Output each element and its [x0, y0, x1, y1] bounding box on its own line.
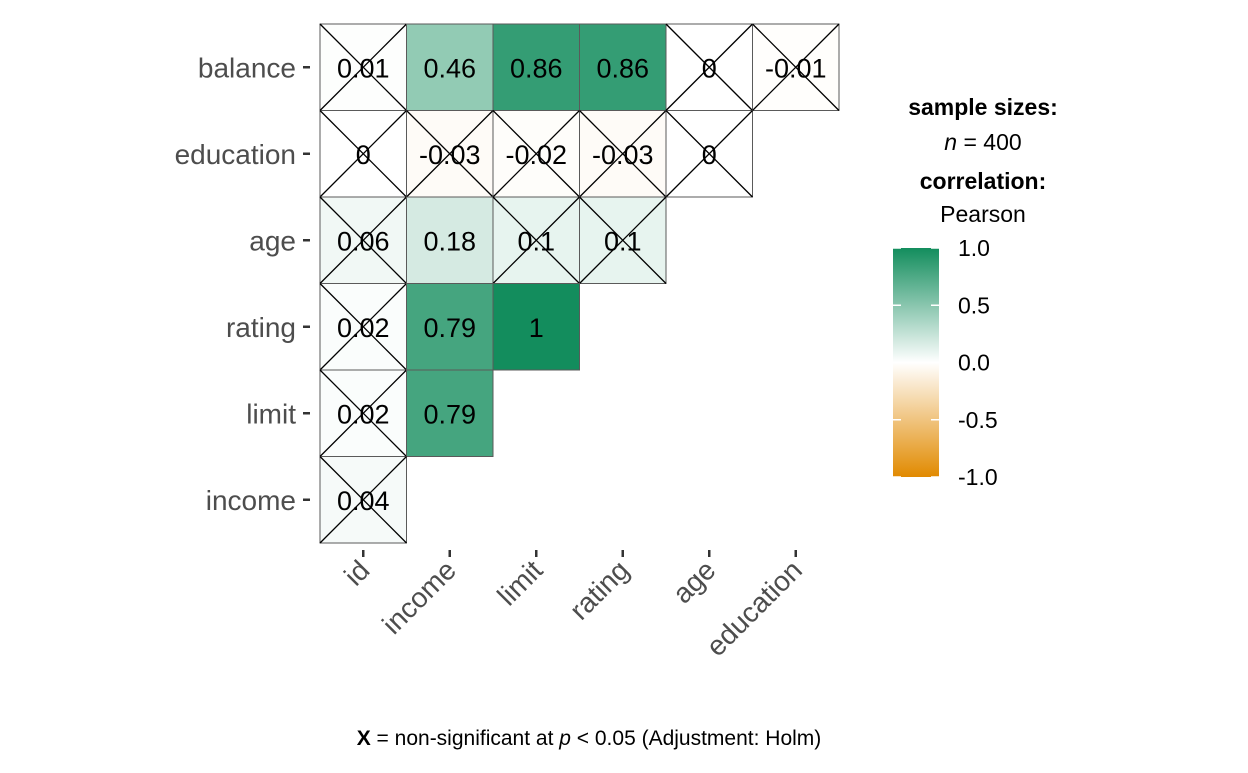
legend-tick-label-0.0: 0.0 — [958, 350, 990, 376]
cell-label-education-income: -0.03 — [419, 140, 481, 170]
y-tick-label-balance: balance — [198, 52, 296, 83]
cell-label-balance-age: 0 — [702, 53, 717, 83]
caption-text-1: = non-significant at — [371, 727, 560, 750]
x-tick-label-age: age — [667, 554, 722, 609]
legend-tick-label--0.5: -0.5 — [958, 407, 998, 433]
legend-tick-label-1.0: 1.0 — [958, 235, 990, 261]
cell-balance-limit — [492, 23, 580, 111]
cell-label-income-id: 0.04 — [337, 486, 390, 516]
caption-x-symbol: X — [357, 727, 371, 750]
cell-label-balance-rating: 0.86 — [596, 53, 649, 83]
nonsig-cross-b-income-id — [319, 456, 407, 544]
cell-label-age-limit: 0.1 — [517, 226, 555, 256]
cell-label-balance-income: 0.46 — [423, 53, 476, 83]
cell-label-limit-id: 0.02 — [337, 399, 390, 429]
nonsig-cross-b-education-id — [319, 110, 407, 198]
cell-balance-rating — [579, 23, 667, 111]
cell-label-education-id: 0 — [356, 140, 371, 170]
legend-correlation-method: Pearson — [940, 201, 1026, 227]
cell-label-rating-limit: 1 — [529, 313, 544, 343]
nonsig-cross-b-education-income — [406, 110, 494, 198]
cell-label-age-rating: 0.1 — [604, 226, 642, 256]
cell-label-balance-id: 0.01 — [337, 53, 390, 83]
nonsig-cross-b-age-id — [319, 196, 407, 284]
legend-ticks: 1.0 0.5 0.0 -0.5 -1.0 — [893, 235, 998, 490]
y-tick-label-limit: limit — [246, 398, 296, 429]
y-tick-label-age: age — [249, 225, 296, 256]
cell-label-balance-education: -0.01 — [765, 53, 827, 83]
cell-balance-income — [406, 23, 494, 111]
cell-label-education-age: 0 — [702, 140, 717, 170]
heatmap-cells: 0.01 0.46 0.86 0.86 0 -0.01 0 -0.03 -0.02 -0.03 0 0… — [319, 23, 840, 544]
caption: X = non-significant at p < 0.05 (Adjustm… — [357, 727, 822, 750]
nonsig-cross-b-education-rating — [579, 110, 667, 198]
cell-label-balance-limit: 0.86 — [510, 53, 563, 83]
cell-label-education-limit: -0.02 — [505, 140, 567, 170]
legend-tick-label--1.0: -1.0 — [958, 464, 998, 490]
nonsig-cross-b-rating-id — [319, 283, 407, 371]
x-tick-label-income: income — [376, 554, 462, 640]
y-axis: balance education age rating limit income — [175, 52, 310, 516]
cell-label-rating-income: 0.79 — [423, 313, 476, 343]
legend-n-value: = 400 — [957, 129, 1022, 155]
y-tick-label-education: education — [175, 139, 296, 170]
cell-label-age-income: 0.18 — [423, 226, 476, 256]
nonsig-cross-b-balance-age — [665, 23, 753, 111]
legend-n-symbol: n — [944, 129, 957, 155]
nonsig-cross-b-age-rating — [579, 196, 667, 284]
nonsig-cross-b-age-limit — [492, 196, 580, 284]
cell-limit-income — [406, 369, 494, 457]
y-tick-label-income: income — [206, 485, 296, 516]
nonsig-cross-b-limit-id — [319, 369, 407, 457]
x-tick-label-id: id — [338, 554, 375, 591]
caption-text-2: < 0.05 (Adjustment: Holm) — [571, 727, 821, 750]
legend-title-sample-sizes: sample sizes: — [908, 94, 1058, 120]
y-tick-label-rating: rating — [226, 312, 296, 343]
cell-rating-limit — [492, 283, 580, 371]
cell-rating-income — [406, 283, 494, 371]
cell-age-income — [406, 196, 494, 284]
x-tick-label-education: education — [700, 554, 808, 662]
x-tick-label-limit: limit — [491, 554, 548, 611]
cell-label-age-id: 0.06 — [337, 226, 390, 256]
legend-sample-size: n = 400 — [944, 129, 1021, 155]
nonsig-cross-b-balance-education — [752, 23, 840, 111]
nonsig-cross-b-education-age — [665, 110, 753, 198]
legend-tick-label-0.5: 0.5 — [958, 292, 990, 318]
caption-p-symbol: p — [558, 727, 571, 750]
legend-title-correlation: correlation: — [920, 168, 1047, 194]
x-tick-label-rating: rating — [564, 554, 635, 625]
nonsig-cross-b-balance-id — [319, 23, 407, 111]
legend: sample sizes: n = 400 correlation: Pears… — [893, 94, 1058, 490]
cell-label-rating-id: 0.02 — [337, 313, 390, 343]
nonsig-cross-b-education-limit — [492, 110, 580, 198]
cell-label-limit-income: 0.79 — [423, 399, 476, 429]
cell-label-education-rating: -0.03 — [592, 140, 654, 170]
